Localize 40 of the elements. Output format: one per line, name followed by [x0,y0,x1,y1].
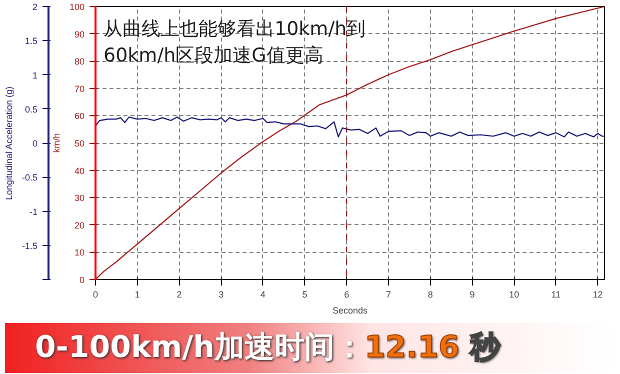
x-tick-label: 7 [386,290,392,300]
annotation: 从曲线上也能够看出10km/h到 60km/h区段加速G值更高 [104,18,366,66]
y-tick-label: 90 [74,29,85,40]
x-tick-label: 4 [260,290,266,300]
y2-tick-label: -1 [30,206,38,217]
line-series [96,116,604,138]
y-tick-label: 80 [74,56,85,67]
y-tick-label: 100 [69,2,85,12]
y-tick-label: 50 [74,138,85,148]
text: 秒 [470,330,500,365]
y-tick-label: 0 [79,275,85,285]
x-tick-label: 11 [551,290,561,300]
x-tick-label: 9 [470,290,475,300]
x-tick-label: 8 [428,290,433,300]
x-tick-label: 3 [218,290,224,300]
y-tick-label: 30 [74,193,85,204]
y2-tick-label: 0 [32,138,38,148]
y-tick-label: 40 [74,166,85,176]
x-tick-label: 0 [92,290,98,300]
y2-tick-label: 1.5 [24,36,38,46]
x-tick-label: 5 [302,290,308,300]
y-tick-label: 20 [74,220,85,230]
y2-tick-label: 0.5 [24,104,38,114]
y2-tick-label: 1 [32,70,38,80]
y-tick-label: 10 [74,248,85,258]
x-axis-title: Seconds [332,306,368,316]
y2-tick-label: 2 [32,2,38,12]
x-tick-label: 2 [176,290,182,300]
y-axis-title: km/h [51,133,62,153]
y2-tick-label: -1.5 [22,240,38,251]
x-tick-label: 6 [344,290,350,300]
y-tick-label: 70 [74,84,85,94]
x-tick-label: 12 [592,290,603,300]
y-tick-label: 60 [74,111,85,122]
y2-axis-title: Longitudinal Acceleration (g) [4,86,14,200]
text: 12.16 [364,330,460,365]
x-tick-label: 10 [509,290,520,300]
text: 0-100km/h加速时间： [35,330,364,365]
x-tick-label: 1 [134,290,140,300]
y2-tick-label: -0.5 [22,172,38,183]
